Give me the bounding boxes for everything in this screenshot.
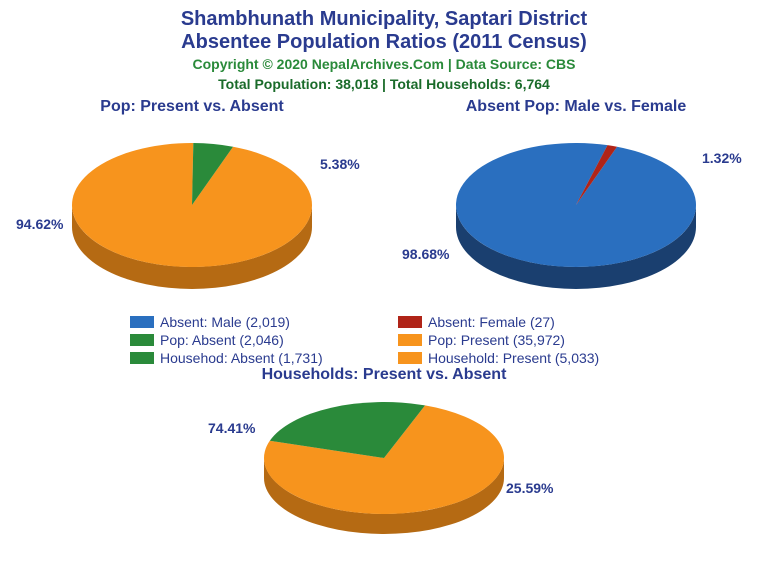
legend-item: Household: Present (5,033): [398, 350, 638, 366]
pie-svg: [204, 386, 564, 536]
legend-swatch: [130, 334, 154, 346]
legend-label: Household: Present (5,033): [428, 350, 599, 366]
legend-label: Househod: Absent (1,731): [160, 350, 323, 366]
chart-pop-title: Pop: Present vs. Absent: [12, 98, 372, 116]
legend-swatch: [398, 316, 422, 328]
legend-label: Pop: Present (35,972): [428, 332, 565, 348]
legend-item: Pop: Absent (2,046): [130, 332, 370, 348]
legend: Absent: Male (2,019) Absent: Female (27) P…: [104, 314, 664, 366]
pie-pct-label: 5.38%: [320, 156, 360, 172]
legend-item: Absent: Female (27): [398, 314, 638, 330]
title-line-1: Shambhunath Municipality, Saptari Distri…: [0, 8, 768, 31]
chart-pop: Pop: Present vs. Absent 94.62% 5.38%: [12, 98, 372, 308]
pie-svg: [396, 120, 756, 290]
legend-label: Pop: Absent (2,046): [160, 332, 284, 348]
legend-item: Absent: Male (2,019): [130, 314, 370, 330]
title-line-2: Absentee Population Ratios (2011 Census): [0, 31, 768, 54]
chart-households: Households: Present vs. Absent 74.41% 25.…: [204, 366, 564, 536]
chart-pop-pie: 94.62% 5.38%: [12, 120, 372, 290]
pie-pct-label: 1.32%: [702, 150, 742, 166]
legend-swatch: [398, 334, 422, 346]
legend-item: Pop: Present (35,972): [398, 332, 638, 348]
legend-swatch: [130, 316, 154, 328]
legend-swatch: [398, 352, 422, 364]
legend-label: Absent: Female (27): [428, 314, 555, 330]
summary-line: Total Population: 38,018 | Total Househo…: [0, 76, 768, 92]
pie-svg: [12, 120, 372, 290]
chart-households-title: Households: Present vs. Absent: [204, 366, 564, 384]
header-block: Shambhunath Municipality, Saptari Distri…: [0, 0, 768, 92]
top-chart-row: Pop: Present vs. Absent 94.62% 5.38% Abse…: [0, 98, 768, 308]
pie-pct-label: 94.62%: [16, 216, 63, 232]
pie-slice: [72, 143, 312, 267]
pie-pct-label: 74.41%: [208, 420, 255, 436]
pie-slice: [456, 143, 696, 267]
chart-gender-title: Absent Pop: Male vs. Female: [396, 98, 756, 116]
chart-households-pie: 74.41% 25.59%: [204, 386, 564, 536]
chart-gender: Absent Pop: Male vs. Female 98.68% 1.32%: [396, 98, 756, 308]
copyright-line: Copyright © 2020 NepalArchives.Com | Dat…: [0, 56, 768, 72]
legend-label: Absent: Male (2,019): [160, 314, 290, 330]
legend-item: Househod: Absent (1,731): [130, 350, 370, 366]
legend-swatch: [130, 352, 154, 364]
pie-pct-label: 25.59%: [506, 480, 553, 496]
chart-gender-pie: 98.68% 1.32%: [396, 120, 756, 290]
pie-pct-label: 98.68%: [402, 246, 449, 262]
